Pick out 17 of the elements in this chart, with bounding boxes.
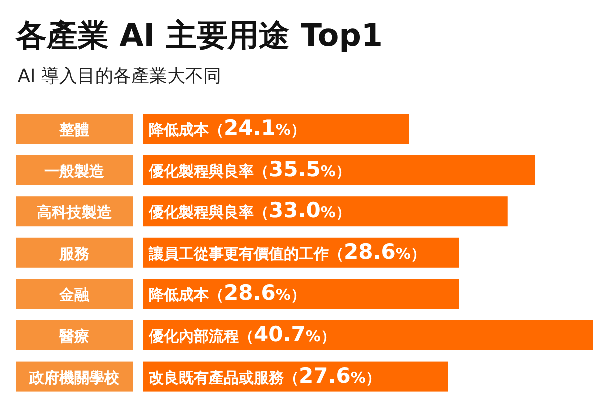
y-tick-label: 一般製造 <box>44 162 106 180</box>
y-tick-label: 服務 <box>58 244 90 263</box>
chart-subtitle: AI 導入目的各產業大不同 <box>18 66 222 87</box>
bar <box>143 320 593 350</box>
y-tick-label: 金融 <box>58 286 90 304</box>
y-tick-label: 高科技製造 <box>37 204 113 222</box>
data-label: 降低成本（24.1%） <box>149 116 306 140</box>
data-label: 優化製程與良率（33.0%） <box>148 198 351 223</box>
y-tick-label: 醫療 <box>60 328 90 346</box>
data-label: 降低成本（28.6%） <box>149 281 306 306</box>
data-label: 優化製程與良率（35.5%） <box>148 157 351 182</box>
data-label: 讓員工從事更有價值的工作（28.6%） <box>148 240 426 264</box>
y-tick-label: 政府機關學校 <box>28 368 120 387</box>
chart-title: 各產業 AI 主要用途 Top1 <box>15 18 383 54</box>
y-tick-label: 整體 <box>58 121 90 139</box>
data-label: 優化內部流程（40.7%） <box>148 322 336 346</box>
data-label: 改良既有產品或服務（27.6%） <box>149 364 381 388</box>
